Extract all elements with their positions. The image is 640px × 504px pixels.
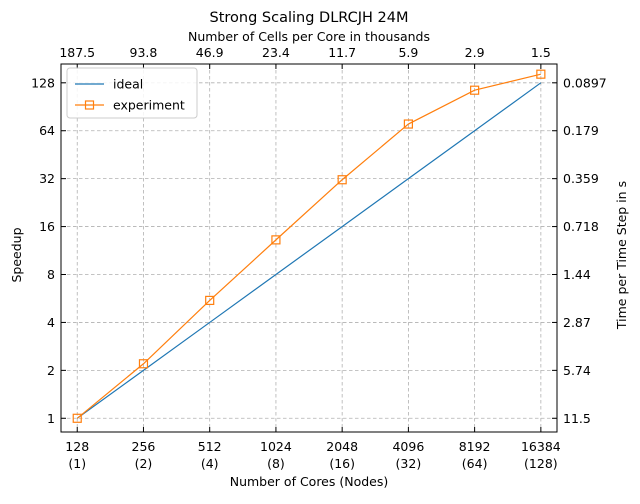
tick-layer: 128(1)187.5256(2)93.8512(4)46.91024(8)23… — [31, 45, 607, 471]
series-line-experiment — [76, 73, 541, 419]
data-point-experiment — [403, 119, 413, 129]
x-tick-label: 512 — [198, 439, 222, 454]
x-tick-label: 1024 — [260, 439, 292, 454]
top-tick-label: 46.9 — [196, 45, 224, 60]
right-tick-label: 2.87 — [563, 315, 591, 330]
x-axis-label: Number of Cores (Nodes) — [230, 474, 389, 489]
top-tick-label: 1.5 — [531, 45, 551, 60]
x-tick-label: 256 — [132, 439, 156, 454]
x-tick-sublabel: (16) — [329, 456, 355, 471]
x-tick-sublabel: (64) — [462, 456, 488, 471]
right-tick-label: 0.179 — [563, 123, 599, 138]
series-layer — [72, 69, 546, 423]
plot-frame — [60, 63, 558, 433]
x-tick-sublabel: (4) — [201, 456, 219, 471]
right-tick-label: 1.44 — [563, 267, 591, 282]
data-point-experiment — [271, 235, 281, 245]
chart-title: Strong Scaling DLRCJH 24M — [210, 10, 409, 26]
x-tick-sublabel: (8) — [267, 456, 285, 471]
right-tick-label: 0.359 — [563, 171, 599, 186]
x-tick-label: 4096 — [392, 439, 424, 454]
data-point-experiment — [205, 295, 215, 306]
data-point-experiment — [536, 69, 546, 79]
top-tick-label: 5.9 — [398, 45, 418, 60]
grid-layer — [61, 64, 557, 432]
legend: ideal experiment — [66, 67, 198, 119]
top-tick-label: 187.5 — [59, 45, 95, 60]
right-tick-label: 11.5 — [563, 411, 591, 426]
x-tick-sublabel: (128) — [524, 456, 558, 471]
y-tick-label: 8 — [47, 267, 55, 282]
right-axis-label: Time per Time Step in s — [614, 181, 629, 330]
top-axis-label: Number of Cells per Core in thousands — [188, 29, 430, 44]
x-tick-label: 16384 — [521, 439, 561, 454]
series-line-ideal — [76, 82, 542, 419]
x-tick-label: 2048 — [326, 439, 358, 454]
y-tick-label: 1 — [47, 411, 55, 426]
right-tick-label: 0.718 — [563, 219, 599, 234]
y-tick-label: 4 — [47, 315, 55, 330]
right-tick-label: 5.74 — [563, 363, 591, 378]
legend-marker-experiment — [84, 100, 95, 110]
top-tick-label: 23.4 — [262, 45, 290, 60]
legend-label-experiment: experiment — [113, 98, 185, 113]
x-tick-sublabel: (2) — [135, 456, 153, 471]
data-point-experiment — [337, 175, 347, 185]
y-axis-label: Speedup — [9, 227, 24, 282]
y-tick-label: 32 — [39, 171, 55, 186]
x-tick-label: 128 — [65, 439, 89, 454]
right-tick-label: 0.0897 — [563, 75, 607, 90]
top-tick-label: 11.7 — [328, 45, 356, 60]
top-tick-label: 2.9 — [465, 45, 485, 60]
data-point-experiment — [138, 359, 149, 369]
data-point-experiment — [72, 413, 82, 423]
y-tick-label: 128 — [31, 75, 55, 90]
data-point-experiment — [470, 85, 480, 95]
x-tick-label: 8192 — [459, 439, 491, 454]
y-tick-label: 16 — [39, 219, 55, 234]
y-tick-label: 64 — [39, 123, 55, 138]
x-tick-sublabel: (32) — [396, 456, 422, 471]
top-tick-label: 93.8 — [130, 45, 158, 60]
x-tick-sublabel: (1) — [68, 456, 86, 471]
legend-label-ideal: ideal — [113, 77, 143, 92]
y-tick-label: 2 — [47, 363, 55, 378]
